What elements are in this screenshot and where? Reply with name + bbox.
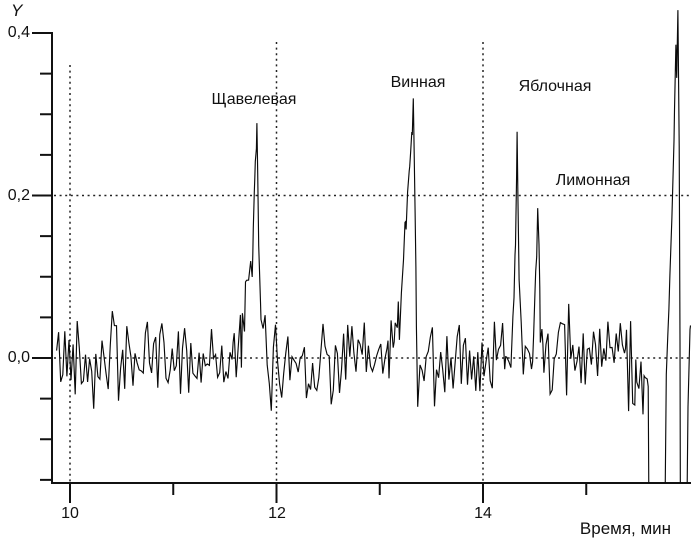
x-tick-label-10: 10 [61, 505, 79, 522]
y-tick-label-0_2: 0,2 [7, 187, 30, 204]
peak-label-malic: Яблочная [518, 78, 592, 95]
peak-label-oxalic: Щавелевая [211, 91, 297, 108]
peak-label-citric: Лимонная [555, 172, 631, 189]
axes [51, 32, 691, 484]
x-tick-label-12: 12 [268, 505, 286, 522]
y-tick-label-0_0: 0,0 [7, 349, 30, 366]
grid-lines [54, 42, 691, 482]
y-axis-title: Y [11, 1, 23, 20]
x-tick-label-14: 14 [474, 505, 492, 522]
x-axis-title: Время, мин [579, 519, 672, 538]
chromatogram-trace [56, 10, 691, 483]
peak-label-tartaric: Винная [390, 74, 446, 91]
y-tick-label-0_4: 0,4 [7, 24, 30, 41]
ticks [32, 32, 588, 503]
